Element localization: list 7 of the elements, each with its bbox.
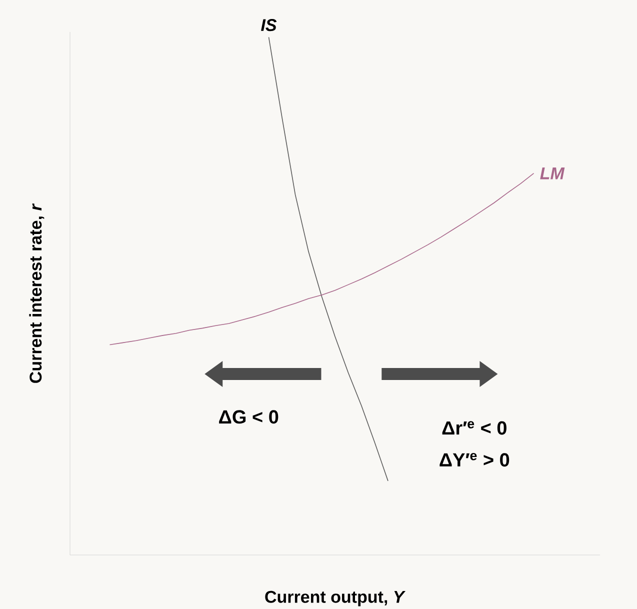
annotation: Δr′$^{e}$ < 0 <box>442 421 506 435</box>
x-axis-title: Current output, Y <box>265 590 406 606</box>
annotation: ΔG < 0 <box>219 410 278 424</box>
y-axis-title: Current interest rate, r <box>29 203 44 383</box>
series-label: LM <box>540 168 565 180</box>
annotation: ΔY′$^{e}$ > 0 <box>440 452 510 467</box>
series-label: IS <box>261 19 277 32</box>
